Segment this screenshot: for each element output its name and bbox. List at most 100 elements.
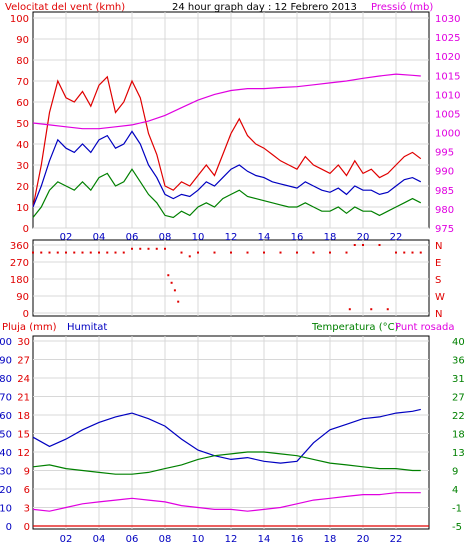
- humidity-y-tick: 0: [6, 522, 12, 533]
- temp-y-tick: 22: [452, 411, 465, 422]
- series-gust: [32, 75, 422, 208]
- pressure-y-tick: 1015: [435, 71, 460, 82]
- direction-point: [362, 244, 364, 246]
- wind-speed-label: Velocitat del vent (kmh): [5, 2, 125, 13]
- direction-point: [263, 251, 265, 254]
- rain-y-tick: 30: [17, 337, 30, 348]
- pressure-y-tick: 995: [435, 148, 454, 159]
- temp-y-tick: -1: [452, 504, 462, 515]
- pressure-label: Pressió (mb): [371, 1, 433, 13]
- temp-y-tick: 36: [452, 356, 465, 367]
- humidity-y-tick: 20: [0, 485, 12, 496]
- temperature-label: Temperatura (°C): [311, 322, 399, 333]
- x-tick-label: 18: [324, 232, 337, 243]
- x-tick-label: 06: [126, 534, 139, 545]
- direction-point: [246, 251, 249, 254]
- direction-point: [180, 251, 183, 254]
- direction-point: [386, 308, 389, 311]
- temp-y-tick: 13: [452, 448, 465, 459]
- wind-y-tick: 10: [16, 203, 29, 214]
- rain-label: Pluja (mm): [2, 322, 57, 333]
- series-layer: [32, 73, 429, 527]
- x-tick-label: 20: [357, 534, 370, 545]
- x-tick-label: 14: [258, 534, 271, 545]
- direction-point: [378, 244, 381, 246]
- pressure-y-tick: 1010: [435, 90, 460, 101]
- direction-point: [164, 247, 166, 250]
- x-tick-label: 16: [291, 534, 304, 545]
- direction-point: [230, 251, 232, 254]
- direction-point: [131, 247, 133, 250]
- direction-point: [188, 255, 191, 258]
- rain-y-tick: 0: [24, 522, 30, 533]
- compass-label: S: [435, 275, 441, 286]
- temp-y-tick: 18: [452, 430, 465, 441]
- series-humidity: [32, 408, 421, 464]
- compass-label: E: [435, 258, 441, 269]
- temp-y-tick: 27: [452, 393, 465, 404]
- direction-point: [122, 251, 125, 254]
- x-tick-label: 22: [390, 534, 403, 545]
- series-dewpoint: [32, 492, 421, 512]
- humidity-label: Humitat: [67, 322, 107, 333]
- direction-point: [81, 251, 84, 254]
- rain-y-tick: 3: [24, 504, 30, 515]
- direction-y-tick: 0: [23, 309, 29, 320]
- x-tick-label: 20: [357, 232, 370, 243]
- humidity-y-tick: 50: [0, 430, 12, 441]
- direction-point: [155, 247, 158, 250]
- compass-label: W: [435, 292, 445, 303]
- x-tick-label: 08: [159, 232, 172, 243]
- series-wind: [32, 168, 422, 219]
- compass-label: N: [435, 309, 442, 320]
- x-tick-label: 10: [192, 534, 205, 545]
- direction-point: [40, 251, 43, 254]
- series-temperature: [32, 451, 421, 475]
- series-pressure: [32, 73, 421, 130]
- direction-point: [403, 251, 406, 254]
- wind-y-tick: 100: [10, 14, 29, 25]
- wind-y-tick: 30: [16, 161, 29, 172]
- direction-point: [329, 251, 331, 254]
- direction-point: [106, 251, 109, 254]
- rain-y-tick: 6: [24, 485, 30, 496]
- rain-y-tick: 21: [17, 393, 30, 404]
- pressure-y-tick: 985: [435, 186, 454, 197]
- x-tick-label: 02: [60, 232, 73, 243]
- x-tick-label: 10: [192, 232, 205, 243]
- dewpoint-label: Punt rosada: [395, 322, 454, 333]
- pressure-y-tick: 980: [435, 205, 454, 216]
- x-tick-label: 12: [225, 232, 238, 243]
- direction-point: [345, 251, 348, 254]
- direction-point: [213, 251, 216, 254]
- temp-y-tick: -5: [452, 522, 462, 533]
- rain-y-tick: 18: [17, 411, 30, 422]
- pressure-y-tick: 1005: [435, 109, 460, 120]
- pressure-y-tick: 975: [435, 224, 454, 235]
- direction-point: [48, 251, 51, 254]
- direction-point: [167, 274, 170, 277]
- direction-y-tick: 270: [10, 258, 29, 269]
- x-tick-label: 06: [126, 232, 139, 243]
- pressure-y-tick: 1000: [435, 129, 460, 140]
- direction-point: [98, 251, 100, 254]
- pressure-y-tick: 990: [435, 167, 454, 178]
- x-tick-label: 22: [390, 232, 403, 243]
- temp-y-tick: 9: [452, 467, 458, 478]
- x-tick-label: 14: [258, 232, 271, 243]
- direction-point: [312, 251, 315, 254]
- pressure-y-tick: 1020: [435, 52, 460, 63]
- direction-point: [139, 247, 142, 250]
- series-average: [32, 130, 422, 208]
- chart-title: 24 hour graph day : 12 Febrero 2013: [172, 2, 357, 13]
- axis-ticks: 0202040406060808101012121414161618182020…: [0, 14, 465, 545]
- x-tick-label: 04: [93, 534, 106, 545]
- humidity-y-tick: 60: [0, 411, 12, 422]
- direction-point: [73, 251, 76, 254]
- direction-point: [65, 251, 67, 254]
- wind-y-tick: 50: [16, 119, 29, 130]
- x-tick-label: 12: [225, 534, 238, 545]
- direction-y-tick: 180: [10, 275, 29, 286]
- x-tick-label: 04: [93, 232, 106, 243]
- x-tick-label: 08: [159, 534, 172, 545]
